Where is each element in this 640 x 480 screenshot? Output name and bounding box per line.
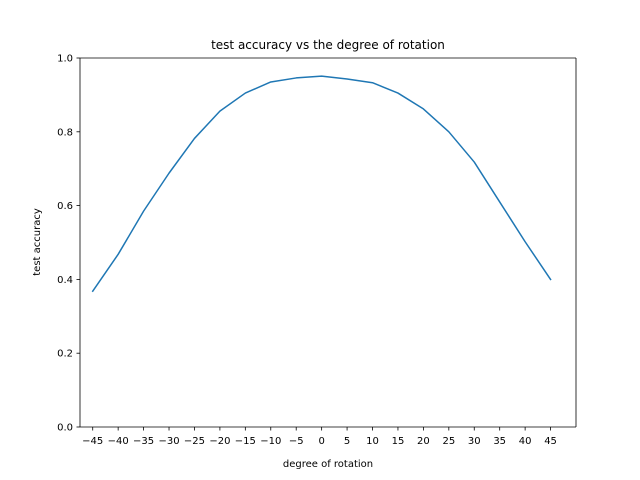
x-tick-label: 35 <box>493 436 506 447</box>
x-tick-label: 5 <box>344 436 350 447</box>
x-tick-label: −20 <box>209 436 230 447</box>
x-tick-label: 30 <box>468 436 481 447</box>
x-tick-label: −10 <box>260 436 281 447</box>
x-tick-label: −45 <box>82 436 103 447</box>
x-axis-title: degree of rotation <box>283 459 373 470</box>
x-tick-label: −30 <box>158 436 179 447</box>
x-tick-label: 25 <box>442 436 455 447</box>
x-tick-label: 0 <box>318 436 324 447</box>
plot-area: −45 −40 −35 −30 −25 −20 −15 −10 −5 0 5 10 15 20 25 30 35… <box>57 54 577 447</box>
y-tick-label: 1.0 <box>57 54 73 65</box>
y-tick-label: 0.4 <box>57 275 73 286</box>
y-tick-label: 0.0 <box>57 423 73 434</box>
x-tick-label: 10 <box>366 436 379 447</box>
x-tick-label: −35 <box>133 436 154 447</box>
y-tick-label: 0.8 <box>57 127 73 138</box>
x-tick-label: 45 <box>544 436 557 447</box>
x-tick-label: 15 <box>392 436 405 447</box>
y-tick-label: 0.6 <box>57 201 73 212</box>
x-tick-label: −40 <box>108 436 129 447</box>
chart-title: test accuracy vs the degree of rotation <box>211 38 445 52</box>
x-tick-label: −25 <box>184 436 205 447</box>
y-tick-label: 0.2 <box>57 349 73 360</box>
x-tick-label: 40 <box>519 436 532 447</box>
y-axis-title: test accuracy <box>32 208 43 276</box>
x-tick-label: −5 <box>289 436 304 447</box>
x-tick-label: 20 <box>417 436 430 447</box>
x-tick-label: −15 <box>235 436 256 447</box>
